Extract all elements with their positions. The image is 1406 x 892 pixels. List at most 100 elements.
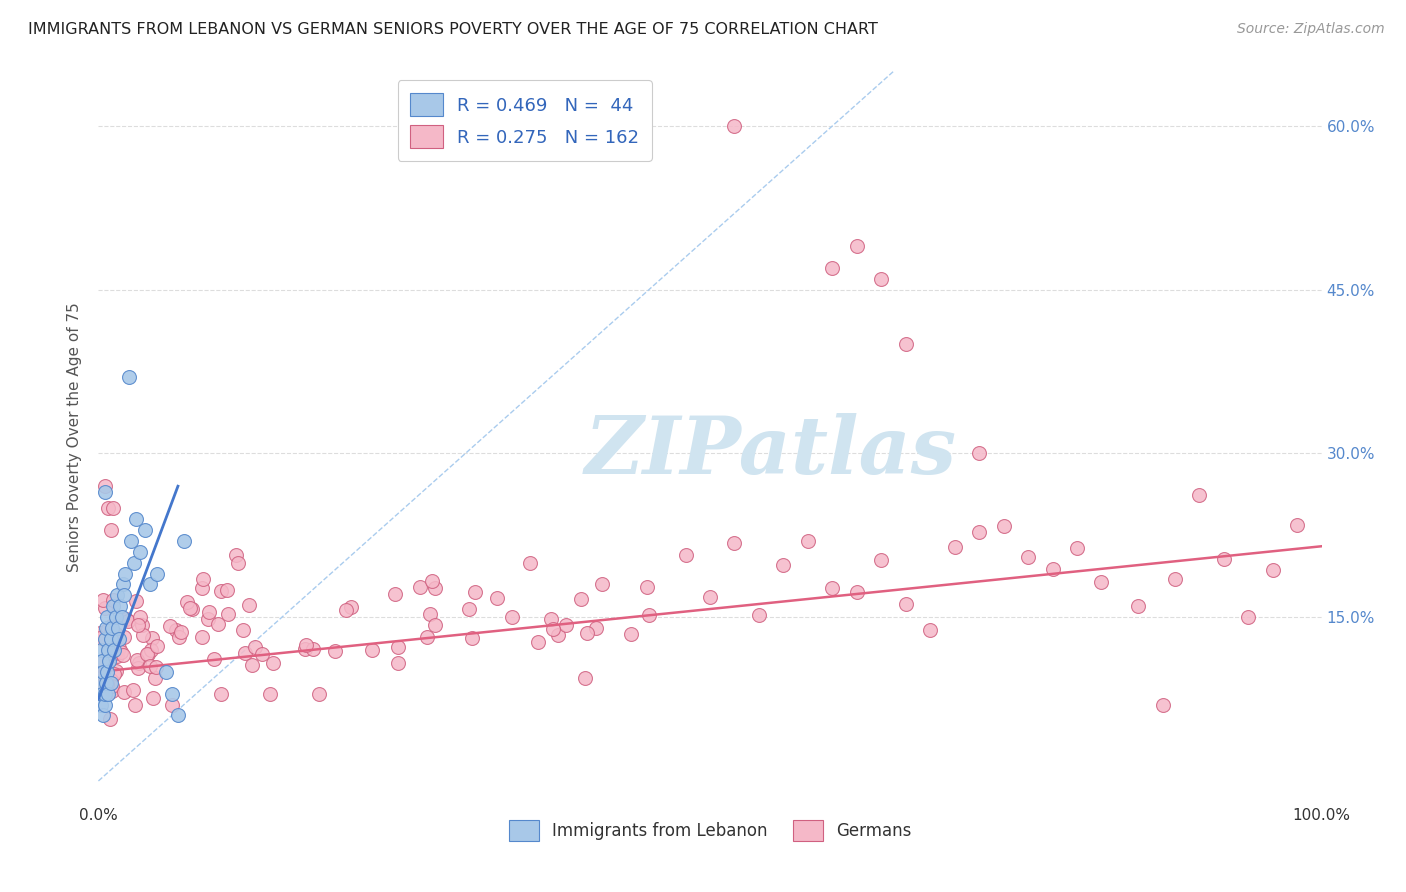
Point xyxy=(98,649,121,664)
Point xyxy=(104,645,127,659)
Point xyxy=(723,536,745,550)
Point xyxy=(111,610,134,624)
Point xyxy=(93,632,115,646)
Point xyxy=(98,712,121,726)
Point xyxy=(167,708,190,723)
Point xyxy=(591,577,613,591)
Point xyxy=(90,698,112,712)
Point xyxy=(772,558,794,573)
Point xyxy=(97,646,120,660)
Point xyxy=(98,654,121,668)
Point xyxy=(920,623,942,637)
Point xyxy=(416,631,439,645)
Point xyxy=(127,661,149,675)
Point xyxy=(238,599,260,613)
Point xyxy=(464,585,486,599)
Point xyxy=(1237,609,1260,624)
Point xyxy=(114,566,136,581)
Point xyxy=(136,647,159,661)
Point xyxy=(101,628,124,642)
Point xyxy=(620,627,643,641)
Point xyxy=(325,644,347,658)
Point xyxy=(519,556,541,570)
Point xyxy=(111,577,134,591)
Point xyxy=(100,523,122,537)
Point xyxy=(94,601,117,615)
Point xyxy=(138,659,160,673)
Point xyxy=(554,617,576,632)
Point xyxy=(419,607,441,622)
Point xyxy=(112,630,135,644)
Point xyxy=(91,708,114,723)
Point xyxy=(139,577,162,591)
Point xyxy=(699,590,721,604)
Point xyxy=(301,641,323,656)
Point xyxy=(894,337,917,351)
Point xyxy=(569,591,592,606)
Point xyxy=(501,609,523,624)
Point xyxy=(967,524,990,539)
Point xyxy=(100,675,122,690)
Legend: Immigrants from Lebanon, Germans: Immigrants from Lebanon, Germans xyxy=(501,811,920,849)
Point xyxy=(101,621,124,635)
Point xyxy=(191,581,214,595)
Point xyxy=(97,643,120,657)
Point xyxy=(160,698,183,712)
Point xyxy=(209,687,232,701)
Point xyxy=(105,627,128,641)
Point xyxy=(943,540,966,554)
Point xyxy=(127,618,149,632)
Point xyxy=(91,592,114,607)
Point xyxy=(226,556,249,570)
Point xyxy=(103,642,125,657)
Point xyxy=(217,582,239,597)
Point xyxy=(103,640,125,655)
Point xyxy=(845,239,868,253)
Point xyxy=(120,533,142,548)
Point xyxy=(105,664,128,678)
Point xyxy=(89,657,111,671)
Point xyxy=(101,684,124,698)
Point xyxy=(96,610,118,624)
Point xyxy=(131,618,153,632)
Point xyxy=(243,640,266,655)
Point xyxy=(576,626,599,640)
Point xyxy=(105,588,128,602)
Point xyxy=(527,635,550,649)
Point xyxy=(637,608,661,623)
Point xyxy=(155,665,177,679)
Y-axis label: Seniors Poverty Over the Age of 75: Seniors Poverty Over the Age of 75 xyxy=(67,302,83,572)
Point xyxy=(191,630,214,644)
Point xyxy=(585,621,607,635)
Point xyxy=(675,548,697,562)
Point xyxy=(458,602,481,616)
Point xyxy=(250,647,273,661)
Point xyxy=(108,640,131,655)
Point xyxy=(128,610,150,624)
Point xyxy=(94,675,117,690)
Point xyxy=(89,675,111,690)
Point xyxy=(93,698,115,712)
Point xyxy=(97,501,120,516)
Text: IMMIGRANTS FROM LEBANON VS GERMAN SENIORS POVERTY OVER THE AGE OF 75 CORRELATION: IMMIGRANTS FROM LEBANON VS GERMAN SENIOR… xyxy=(28,22,877,37)
Point xyxy=(96,665,118,679)
Point xyxy=(108,632,131,646)
Point xyxy=(91,678,114,692)
Point xyxy=(821,582,844,596)
Point xyxy=(894,597,917,611)
Point xyxy=(748,608,770,623)
Point xyxy=(90,666,112,681)
Point xyxy=(112,685,135,699)
Point xyxy=(100,681,122,696)
Point xyxy=(870,272,893,286)
Point xyxy=(110,599,132,614)
Point xyxy=(101,680,124,694)
Point xyxy=(485,591,508,605)
Point xyxy=(1164,573,1187,587)
Point xyxy=(136,647,159,661)
Point xyxy=(94,621,117,635)
Point xyxy=(384,587,406,601)
Point xyxy=(115,612,138,626)
Point xyxy=(294,642,316,657)
Point xyxy=(1066,541,1088,555)
